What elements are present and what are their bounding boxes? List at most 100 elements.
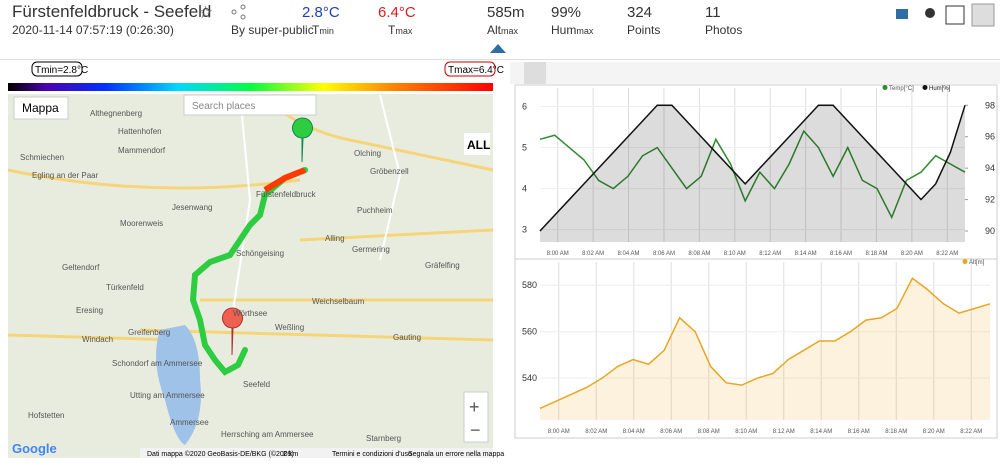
selected-indicator (490, 44, 506, 53)
x-tick-label: 8:20 AM (923, 429, 945, 435)
y-tick-label: 4 (522, 184, 527, 194)
y-tick-label: 580 (522, 280, 537, 290)
place-label: Olching (354, 149, 381, 158)
place-label: Hattenhofen (118, 127, 162, 136)
place-label: Greifenberg (128, 328, 170, 337)
place-label: Jesenwang (172, 203, 212, 212)
stat-label: Tmin (312, 23, 334, 37)
end-marker (222, 307, 243, 356)
y-tick-label: 3 (522, 225, 527, 235)
stat-value: 585m (487, 4, 525, 21)
x-tick-label: 8:18 AM (865, 251, 887, 257)
x-tick-label: 8:10 AM (724, 251, 746, 257)
place-label: Alling (325, 234, 345, 243)
x-tick-label: 8:14 AM (795, 251, 817, 257)
map-footer (140, 448, 493, 458)
star-icon[interactable]: ☆ (198, 3, 213, 22)
zoom-in[interactable]: + (469, 397, 480, 417)
zoom-control[interactable] (463, 391, 489, 443)
y-tick-label: 540 (522, 373, 537, 383)
x-tick-label: 8:12 AM (759, 251, 781, 257)
track-hot (263, 167, 307, 193)
legend-swatch (962, 259, 968, 264)
terms[interactable]: Termini e condizioni d'uso (332, 451, 412, 458)
layer-button-label[interactable]: Mappa (22, 101, 59, 115)
place-label: Türkenfeld (106, 283, 144, 292)
place-label: Gröbenzell (370, 167, 409, 176)
share-icon[interactable] (231, 4, 246, 20)
x-tick-label: 8:00 AM (548, 429, 570, 435)
search-placeholder[interactable]: Search places (192, 101, 255, 112)
place-label: Weichselbaum (312, 297, 365, 306)
place-label: Egling an der Paar (32, 171, 99, 180)
lake (156, 325, 201, 445)
x-tick-label: 8:06 AM (653, 251, 675, 257)
place-label: Eresing (76, 306, 103, 315)
series-line (539, 277, 991, 410)
legend-swatch (882, 85, 888, 90)
color-scale (8, 83, 493, 91)
y2-tick-label: 94 (985, 163, 995, 173)
y-tick-label: 5 (522, 143, 527, 153)
temp-tab[interactable] (524, 62, 546, 84)
y-tick-label: 6 (522, 101, 527, 111)
stat-value: 99% (551, 4, 581, 21)
title: Fürstenfeldbruck - Seefeld (12, 2, 211, 21)
place-label: Moorenweis (120, 219, 163, 228)
x-tick-label: 8:14 AM (810, 429, 832, 435)
y2-tick-label: 96 (985, 132, 995, 142)
y2-tick-label: 98 (985, 100, 995, 110)
x-tick-label: 8:02 AM (585, 429, 607, 435)
x-tick-label: 8:12 AM (773, 429, 795, 435)
chart-frame (514, 258, 998, 439)
x-tick-label: 8:16 AM (848, 429, 870, 435)
all-button-label[interactable]: ALL (467, 138, 490, 152)
x-tick-label: 8:04 AM (618, 251, 640, 257)
map[interactable] (8, 94, 493, 458)
area (540, 105, 965, 243)
place-label: Fürstenfeldbruck (256, 190, 317, 199)
tmin-box (31, 61, 83, 77)
copyright: Dati mappa ©2020 GeoBasis-DE/BKG (©2009) (147, 450, 294, 458)
chart-icon[interactable] (945, 5, 965, 25)
date: 2020-11-14 07:57:19 (0:26:30) (12, 23, 174, 37)
tmax-label: Tmax=6.4°C (448, 65, 504, 76)
place-label: Utting am Ammersee (130, 391, 205, 400)
x-tick-label: 8:06 AM (660, 429, 682, 435)
place-label: Ammersee (170, 418, 209, 427)
stat-value: 11 (705, 4, 721, 21)
x-tick-label: 8:02 AM (582, 251, 604, 257)
x-tick-label: 8:10 AM (735, 429, 757, 435)
divider (0, 59, 1000, 60)
x-tick-label: 8:16 AM (830, 251, 852, 257)
legend-label: Temp[°C] (889, 86, 914, 92)
zoom-out[interactable]: − (470, 420, 481, 440)
stat-value: 2.8°C (302, 4, 340, 21)
stat-label: Photos (705, 23, 742, 37)
x-tick-label: 8:22 AM (936, 251, 958, 257)
x-tick-label: 8:18 AM (885, 429, 907, 435)
scale: 2 km (283, 451, 298, 458)
legend-swatch (922, 85, 928, 90)
search-box[interactable] (183, 94, 317, 116)
y2-tick-label: 92 (985, 195, 995, 205)
stat-label: Tmax (388, 23, 413, 37)
place-label: Schmiechen (20, 153, 64, 162)
place-label: Gräfelfing (425, 261, 460, 270)
layer-button[interactable] (13, 96, 69, 120)
legend-label: Alt[m] (969, 260, 985, 266)
stat-label: Altmax (487, 23, 519, 37)
charts-icon[interactable] (971, 3, 995, 27)
place-label: Wörthsee (233, 309, 268, 318)
all-button[interactable] (464, 133, 490, 155)
place-label: Puchheim (357, 206, 393, 215)
x-tick-label: 8:04 AM (623, 429, 645, 435)
tmax-box (444, 61, 496, 77)
report[interactable]: Segnala un errore nella mappa (408, 451, 504, 458)
list-icon[interactable] (896, 9, 908, 19)
chart-toolbar (510, 62, 1000, 84)
x-tick-label: 8:22 AM (960, 429, 982, 435)
minor-roads (229, 94, 402, 331)
pin-icon[interactable] (925, 8, 935, 18)
place-label: Hofstetten (28, 411, 64, 420)
